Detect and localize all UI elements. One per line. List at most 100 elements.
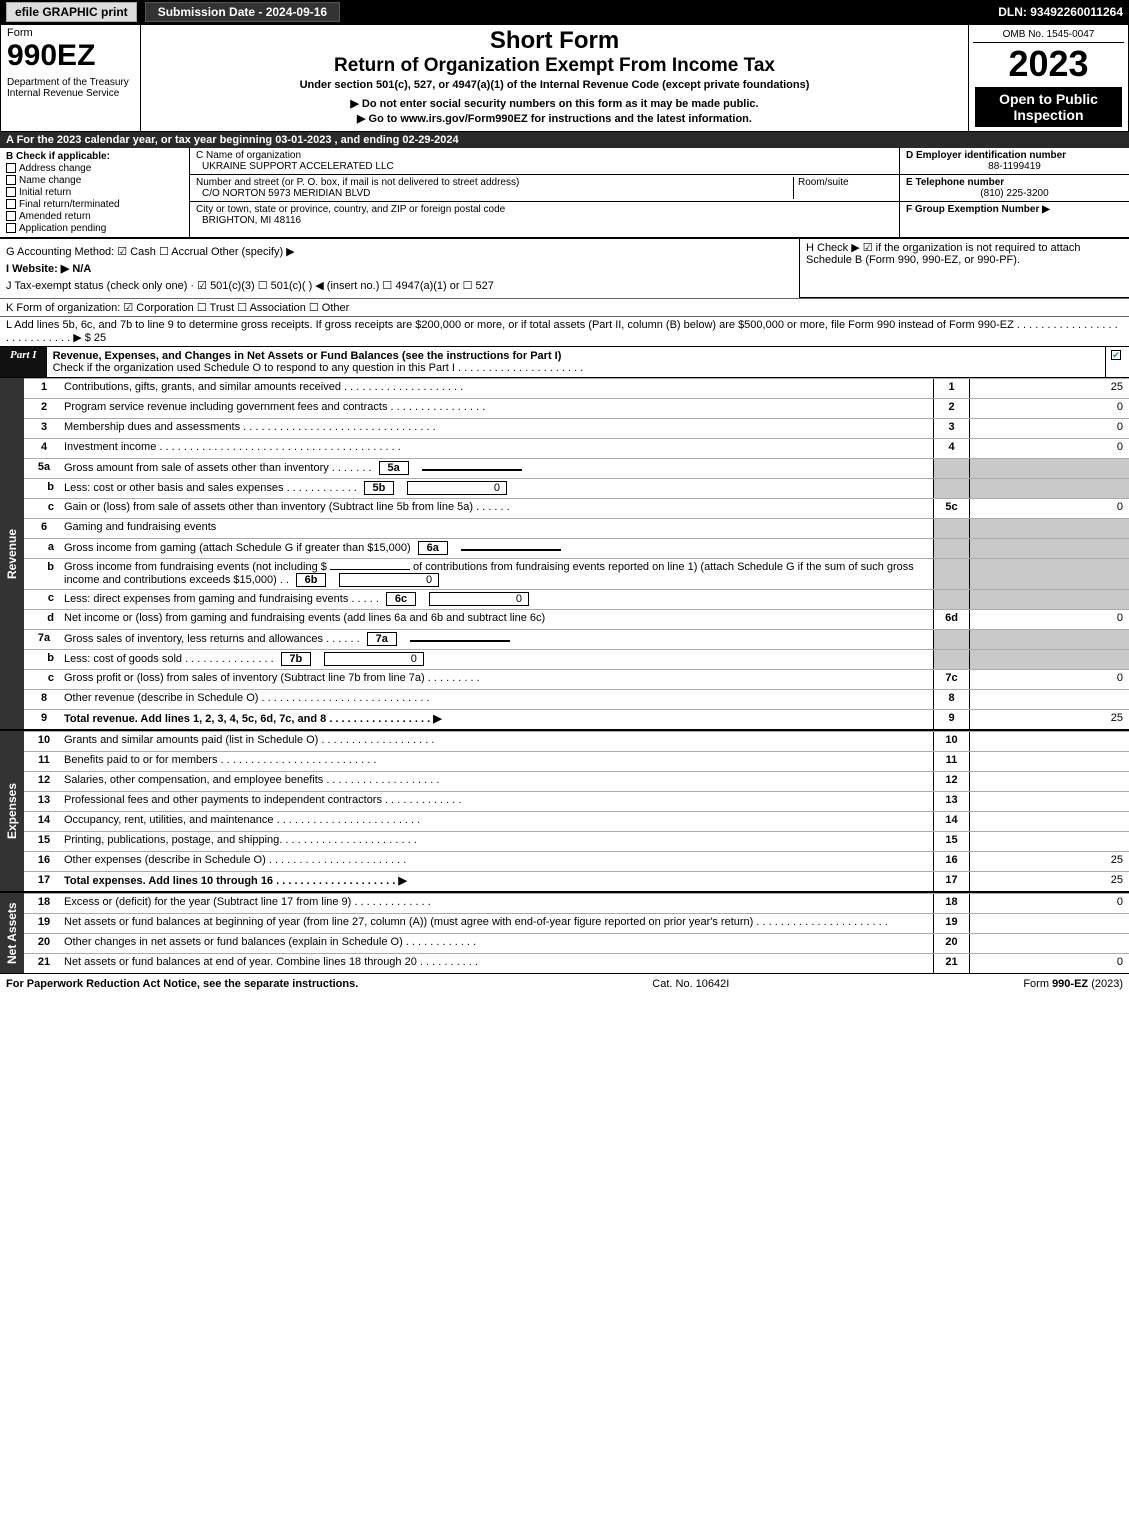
l1-ref: 1 [933,379,969,398]
l5b-box: 5b [364,481,394,495]
line-19: 19Net assets or fund balances at beginni… [24,913,1129,933]
l6a-val [461,549,561,551]
netassets-side-tab: Net Assets [0,893,24,973]
l6d-val: 0 [969,610,1129,629]
line-21: 21Net assets or fund balances at end of … [24,953,1129,973]
efile-print-button[interactable]: efile GRAPHIC print [6,2,137,22]
b-opt-3: Final return/terminated [19,199,120,210]
l7b-desc: Less: cost of goods sold . . . . . . . .… [64,653,274,665]
l3-val: 0 [969,419,1129,438]
d-ein-label: D Employer identification number [906,150,1066,161]
line-11: 11Benefits paid to or for members . . . … [24,751,1129,771]
cb-final-return[interactable] [6,199,16,209]
form-header: Form 990EZ Department of the Treasury In… [0,24,1129,132]
b-opt-5: Application pending [19,223,106,234]
line-7a: 7aGross sales of inventory, less returns… [24,629,1129,649]
return-title: Return of Organization Exempt From Incom… [147,55,962,77]
l4-ref: 4 [933,439,969,458]
l1-desc: Contributions, gifts, grants, and simila… [64,379,933,398]
cb-initial-return[interactable] [6,187,16,197]
l20-val [969,934,1129,953]
l4-desc: Investment income . . . . . . . . . . . … [64,439,933,458]
line-17: 17Total expenses. Add lines 10 through 1… [24,871,1129,891]
line-6: 6Gaming and fundraising events [24,518,1129,538]
l9-val: 25 [969,710,1129,729]
l5c-val: 0 [969,499,1129,518]
org-address: C/O NORTON 5973 MERIDIAN BLVD [196,188,793,199]
l18-desc: Excess or (deficit) for the year (Subtra… [64,894,933,913]
l6a-desc: Gross income from gaming (attach Schedul… [64,542,411,554]
line-3: 3Membership dues and assessments . . . .… [24,418,1129,438]
part1-header: Part I Revenue, Expenses, and Changes in… [0,346,1129,378]
line-6b: b Gross income from fundraising events (… [24,558,1129,589]
l6c-val: 0 [429,592,529,606]
l15-desc: Printing, publications, postage, and shi… [64,832,933,851]
line-8: 8Other revenue (describe in Schedule O) … [24,689,1129,709]
l20-ref: 20 [933,934,969,953]
line-14: 14Occupancy, rent, utilities, and mainte… [24,811,1129,831]
line-15: 15Printing, publications, postage, and s… [24,831,1129,851]
l21-ref: 21 [933,954,969,973]
ein-value: 88-1199419 [906,161,1123,172]
l16-val: 25 [969,852,1129,871]
l5a-val [422,469,522,471]
line-6a: aGross income from gaming (attach Schedu… [24,538,1129,558]
l9-ref: 9 [933,710,969,729]
c-addr-label: Number and street (or P. O. box, if mail… [196,177,793,188]
cb-application-pending[interactable] [6,223,16,233]
l5c-desc: Gain or (loss) from sale of assets other… [64,499,933,518]
line-2: 2Program service revenue including gover… [24,398,1129,418]
cb-amended[interactable] [6,211,16,221]
l2-desc: Program service revenue including govern… [64,399,933,418]
goto-link[interactable]: ▶ Go to www.irs.gov/Form990EZ for instru… [147,112,962,125]
footer-cat: Cat. No. 10642I [652,978,729,990]
l6c-box: 6c [386,592,416,606]
l9-desc: Total revenue. Add lines 1, 2, 3, 4, 5c,… [64,710,933,729]
page-footer: For Paperwork Reduction Act Notice, see … [0,973,1129,994]
open-inspection-badge: Open to Public Inspection [975,87,1122,127]
l11-desc: Benefits paid to or for members . . . . … [64,752,933,771]
form-word: Form [7,27,134,39]
line-6d: dNet income or (loss) from gaming and fu… [24,609,1129,629]
submission-date-button[interactable]: Submission Date - 2024-09-16 [145,2,340,22]
b-opt-0: Address change [19,163,91,174]
l5a-box: 5a [379,461,409,475]
l19-ref: 19 [933,914,969,933]
dept-label: Department of the Treasury Internal Reve… [7,77,134,99]
line-h: H Check ▶ ☑ if the organization is not r… [799,239,1129,298]
line-5a: 5a Gross amount from sale of assets other… [24,458,1129,478]
l2-ref: 2 [933,399,969,418]
c-city-label: City or town, state or province, country… [196,204,893,215]
l11-val [969,752,1129,771]
footer-left: For Paperwork Reduction Act Notice, see … [6,978,358,990]
line-k: K Form of organization: ☑ Corporation ☐ … [0,298,1129,316]
l21-desc: Net assets or fund balances at end of ye… [64,954,933,973]
file-header: efile GRAPHIC print Submission Date - 20… [0,0,1129,24]
l1-val: 25 [969,379,1129,398]
cb-name-change[interactable] [6,175,16,185]
line-g: G Accounting Method: ☑ Cash ☐ Accrual Ot… [6,245,793,258]
c-name-label: C Name of organization [196,150,893,161]
l6b-val: 0 [339,573,439,587]
line-6c: cLess: direct expenses from gaming and f… [24,589,1129,609]
part1-schedule-o-checkbox[interactable] [1111,350,1121,360]
l6b-box: 6b [296,573,326,587]
l16-ref: 16 [933,852,969,871]
l13-ref: 13 [933,792,969,811]
l11-ref: 11 [933,752,969,771]
l6-desc: Gaming and fundraising events [64,519,933,538]
cb-address-change[interactable] [6,163,16,173]
line-i: I Website: ▶ N/A [6,262,793,275]
line-10: 10Grants and similar amounts paid (list … [24,731,1129,751]
expenses-side-tab: Expenses [0,731,24,891]
l5a-desc: Gross amount from sale of assets other t… [64,462,372,474]
l10-val [969,732,1129,751]
line-1: 1Contributions, gifts, grants, and simil… [24,378,1129,398]
l12-ref: 12 [933,772,969,791]
l14-val [969,812,1129,831]
l8-val [969,690,1129,709]
ssn-warning: ▶ Do not enter social security numbers o… [147,97,962,110]
l6b-desc1: Gross income from fundraising events (no… [64,561,327,573]
l8-ref: 8 [933,690,969,709]
l19-desc: Net assets or fund balances at beginning… [64,914,933,933]
